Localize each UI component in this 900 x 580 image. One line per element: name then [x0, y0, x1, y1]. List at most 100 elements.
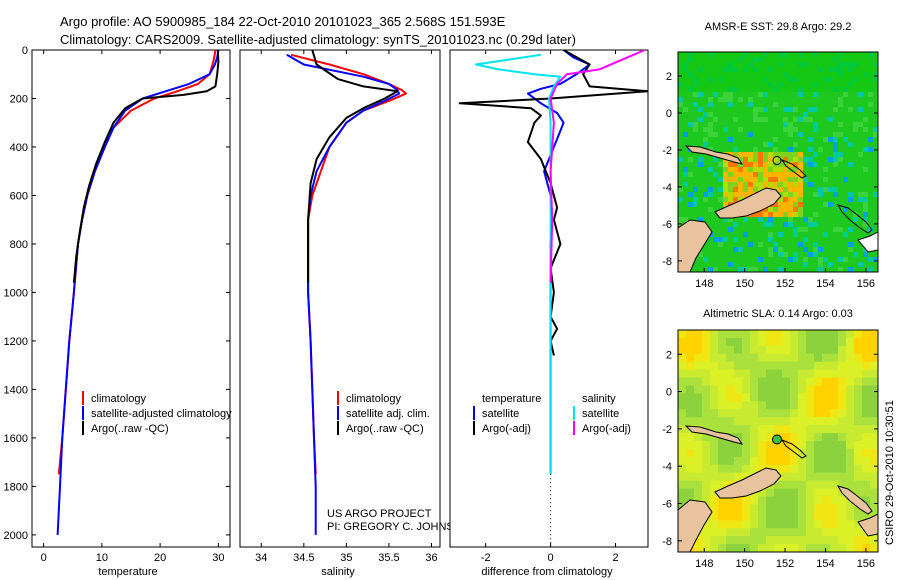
sla-cell	[766, 512, 775, 521]
sst-cell	[713, 92, 719, 98]
sst-cell	[718, 77, 724, 83]
sst-cell	[738, 182, 744, 188]
sst-cell	[693, 262, 699, 268]
sla-cell	[790, 433, 799, 442]
sst-cell	[843, 92, 849, 98]
series-satellite	[286, 53, 401, 535]
sla-cell	[726, 544, 735, 552]
sst-cell	[818, 57, 824, 63]
sst-cell	[743, 267, 749, 272]
sla-cell	[782, 353, 791, 363]
sst-cell	[778, 72, 784, 78]
sla-cell	[814, 496, 823, 506]
sst-cell	[788, 202, 794, 208]
sla-cell	[798, 528, 807, 537]
sla-cell	[838, 401, 847, 410]
sst-cell	[708, 237, 714, 243]
sst-cell	[818, 142, 824, 148]
sst-cell	[828, 192, 834, 198]
sla-cell	[774, 353, 783, 363]
sla-cell	[814, 337, 823, 347]
sst-cell	[828, 92, 834, 98]
sla-cell	[814, 528, 823, 537]
sst-cell	[798, 92, 804, 98]
sst-cell	[713, 187, 719, 193]
sst-cell	[738, 147, 744, 153]
sst-cell	[728, 237, 734, 243]
sla-cell	[790, 393, 799, 402]
sla-cell	[838, 361, 847, 371]
sst-cell	[788, 182, 794, 188]
sst-lat-label: 0	[666, 108, 672, 120]
sst-cell	[873, 122, 878, 128]
sst-cell	[783, 157, 789, 163]
sla-cell	[774, 393, 783, 402]
sla-cell	[734, 369, 743, 379]
sla-cell	[838, 353, 847, 363]
sla-cell	[838, 409, 847, 418]
sla-cell	[830, 337, 839, 347]
sst-cell	[803, 72, 809, 78]
sst-cell	[693, 52, 699, 58]
sst-cell	[693, 107, 699, 113]
sst-cell	[718, 267, 724, 272]
sst-cell	[708, 97, 714, 103]
sla-cell	[774, 480, 783, 490]
sst-cell	[798, 192, 804, 198]
sla-cell	[830, 528, 839, 537]
sst-cell	[728, 62, 734, 68]
series-temperature-argo	[458, 50, 648, 356]
sst-cell	[788, 132, 794, 138]
sst-cell	[798, 72, 804, 78]
sla-cell	[838, 472, 847, 482]
sst-cell	[698, 137, 704, 143]
sst-cell	[728, 217, 734, 223]
sst-cell	[773, 112, 779, 118]
sla-cell	[870, 417, 878, 426]
sst-cell	[803, 152, 809, 158]
sla-cell	[702, 401, 711, 410]
sst-cell	[748, 72, 754, 78]
sst-cell	[778, 67, 784, 73]
sst-cell	[843, 157, 849, 163]
sst-cell	[768, 82, 774, 88]
sst-cell	[703, 62, 709, 68]
sst-cell	[793, 107, 799, 113]
sst-cell	[798, 187, 804, 193]
sla-cell	[750, 504, 759, 513]
sst-cell	[748, 57, 754, 63]
sst-cell	[703, 212, 709, 218]
sla-cell	[790, 488, 799, 498]
sst-cell	[768, 152, 774, 158]
sst-cell	[793, 112, 799, 118]
sst-cell	[788, 142, 794, 148]
sst-cell	[788, 222, 794, 228]
sst-cell	[728, 77, 734, 83]
sst-cell	[718, 132, 724, 138]
sst-cell	[868, 147, 874, 153]
sst-cell	[723, 227, 729, 233]
sla-cell	[846, 472, 855, 482]
sla-cell	[798, 409, 807, 418]
sst-cell	[748, 77, 754, 83]
sst-cell	[833, 112, 839, 118]
sst-cell	[768, 57, 774, 63]
sst-cell	[853, 112, 859, 118]
sla-cell	[814, 345, 823, 355]
sst-cell	[793, 137, 799, 143]
sst-cell	[798, 162, 804, 168]
sst-cell	[818, 77, 824, 83]
sst-cell	[818, 252, 824, 258]
sst-cell	[773, 97, 779, 103]
sst-cell	[703, 132, 709, 138]
sst-cell	[778, 117, 784, 123]
sst-cell	[798, 132, 804, 138]
sst-cell	[708, 172, 714, 178]
sst-cell	[693, 112, 699, 118]
sla-cell	[838, 417, 847, 426]
sst-cell	[723, 247, 729, 253]
sst-cell	[838, 217, 844, 223]
sla-cell	[854, 456, 863, 466]
sst-cell	[748, 132, 754, 138]
sst-cell	[803, 217, 809, 223]
